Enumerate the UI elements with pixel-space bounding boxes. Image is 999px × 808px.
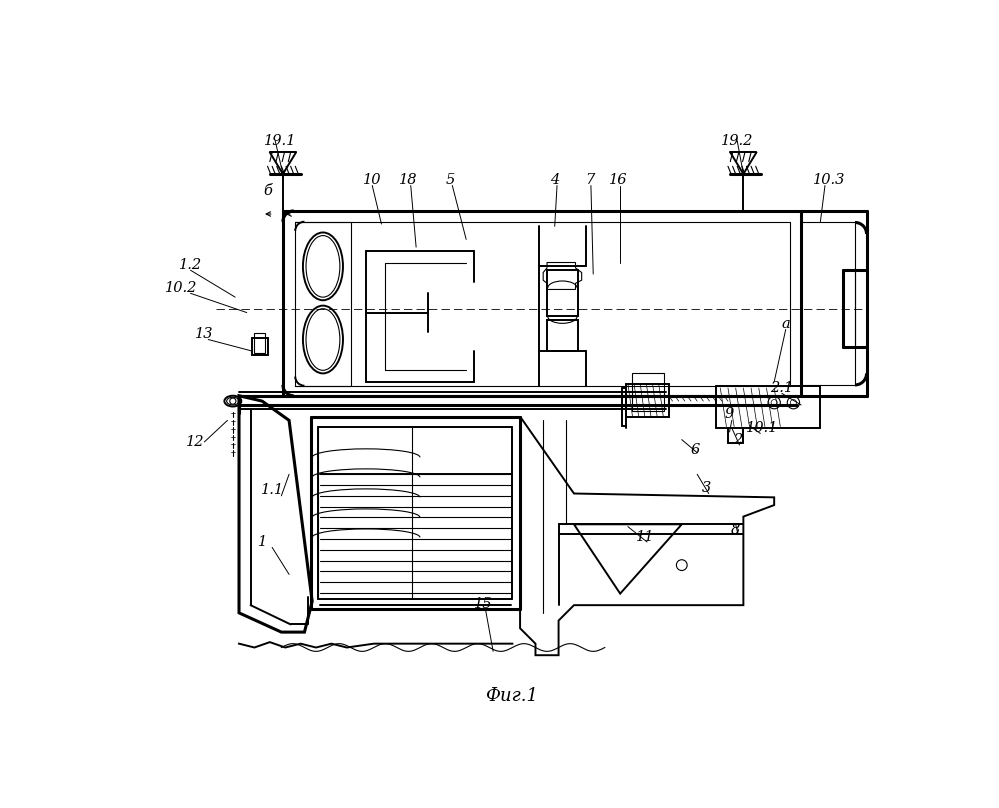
Bar (626, 384, 668, 416)
Text: 6: 6 (691, 443, 700, 457)
Text: 3: 3 (701, 481, 711, 495)
Text: 19.2: 19.2 (721, 134, 753, 148)
Text: 15: 15 (474, 596, 493, 611)
Text: 7: 7 (584, 173, 594, 187)
Text: 8: 8 (731, 523, 740, 537)
Bar (255, 333, 265, 352)
Text: 9: 9 (725, 407, 734, 421)
Bar (631, 372, 664, 411)
Text: 1.2: 1.2 (179, 258, 202, 271)
Text: 19.1: 19.1 (264, 134, 296, 148)
Text: 12: 12 (186, 435, 205, 449)
Text: 10.1: 10.1 (746, 421, 779, 435)
Text: 10.2: 10.2 (165, 281, 198, 295)
Text: a: a (781, 317, 790, 331)
Text: 1: 1 (258, 535, 267, 549)
Text: 2.1: 2.1 (770, 381, 793, 395)
Text: 13: 13 (195, 327, 214, 341)
Text: 5: 5 (447, 173, 456, 187)
Text: б: б (263, 184, 272, 198)
Text: 11: 11 (635, 530, 654, 545)
Text: Фиг.1: Фиг.1 (486, 687, 538, 705)
Text: 16: 16 (609, 173, 628, 187)
Text: 1.1: 1.1 (261, 482, 284, 497)
Bar (252, 338, 268, 355)
Text: 10: 10 (363, 173, 382, 187)
Bar (547, 270, 577, 317)
Text: 4: 4 (550, 173, 559, 187)
Text: 18: 18 (400, 173, 418, 187)
Text: 10.3: 10.3 (813, 173, 846, 187)
Bar (547, 320, 577, 351)
Text: 2: 2 (732, 432, 742, 447)
